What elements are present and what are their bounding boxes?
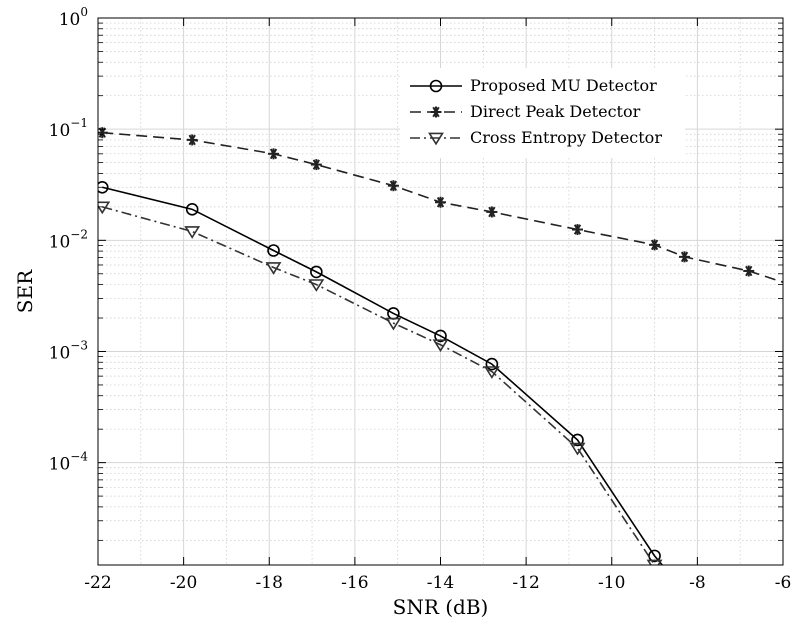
series-1: [98, 180, 664, 565]
x-tick-label: -12: [512, 573, 539, 593]
triangle-down-marker: [483, 366, 500, 379]
triangle-down-marker: [184, 226, 201, 239]
circle-marker: [185, 203, 199, 216]
minor-grid: [98, 18, 783, 565]
series-line: [102, 206, 656, 565]
y-tick-label: 10−2: [49, 227, 88, 252]
legend-label: Direct Peak Detector: [470, 102, 641, 121]
legend-box: [400, 68, 685, 158]
asterisk-marker: [743, 265, 755, 277]
triangle-down-marker: [646, 559, 663, 565]
legend: Proposed MU Detector Direct Peak Detector…: [400, 68, 685, 158]
y-tick-label: 10−3: [49, 338, 88, 363]
x-tick-label: -14: [427, 573, 454, 593]
legend-label: Proposed MU Detector: [470, 76, 657, 95]
triangle-down-marker: [98, 201, 111, 215]
x-tick-label: -22: [84, 573, 111, 593]
y-tick-labels: 100 10−1 10−2 10−3 10−4: [49, 5, 89, 475]
legend-entry: Direct Peak Detector: [410, 102, 641, 121]
series-layer: [98, 127, 783, 565]
circle-marker: [571, 433, 584, 447]
asterisk-marker: [310, 159, 322, 171]
y-tick-label: 100: [59, 5, 88, 30]
asterisk-marker: [435, 196, 446, 208]
x-tick-labels: -22 -20 -18 -16 -14 -12 -10 -8 -6: [84, 573, 791, 593]
triangle-down-marker: [265, 262, 282, 275]
circle-marker: [310, 265, 323, 279]
triangle-down-marker: [569, 442, 586, 456]
x-tick-label: -10: [598, 573, 625, 593]
y-axis-label: SER: [13, 269, 37, 313]
x-tick-label: -20: [170, 573, 197, 593]
x-tick-label: -16: [341, 573, 368, 593]
asterisk-marker: [387, 180, 399, 192]
asterisk-marker: [679, 251, 691, 263]
asterisk-marker: [572, 224, 583, 236]
legend-label: Cross Entropy Detector: [470, 128, 662, 147]
asterisk-marker: [268, 148, 280, 160]
asterisk-marker: [649, 239, 661, 251]
asterisk-marker: [430, 106, 442, 118]
circle-marker: [485, 357, 499, 371]
circle-marker: [267, 244, 280, 257]
x-axis-label: SNR (dB): [393, 595, 489, 619]
circle-marker: [98, 180, 109, 194]
y-tick-label: 10−4: [49, 450, 89, 475]
triangle-down-marker: [308, 279, 325, 292]
triangle-down-marker: [385, 317, 402, 331]
y-tick-label: 10−1: [49, 116, 88, 141]
series-2: [98, 127, 783, 283]
asterisk-marker: [486, 206, 498, 218]
asterisk-marker: [186, 134, 198, 146]
legend-entry: Proposed MU Detector: [410, 76, 657, 95]
series-line: [102, 131, 783, 283]
legend-entry: Cross Entropy Detector: [410, 128, 662, 147]
circle-marker: [434, 329, 447, 343]
x-tick-label: -6: [775, 573, 792, 593]
legend-entries: Proposed MU Detector Direct Peak Detector…: [410, 76, 662, 147]
triangle-down-marker: [432, 339, 449, 353]
triangle-down-marker: [428, 132, 444, 146]
axis-ticks: [97, 17, 784, 565]
series-line: [102, 186, 664, 565]
circle-marker: [429, 79, 443, 93]
x-tick-label: -8: [689, 573, 706, 593]
series-3: [98, 201, 663, 565]
x-tick-label: -18: [256, 573, 283, 593]
